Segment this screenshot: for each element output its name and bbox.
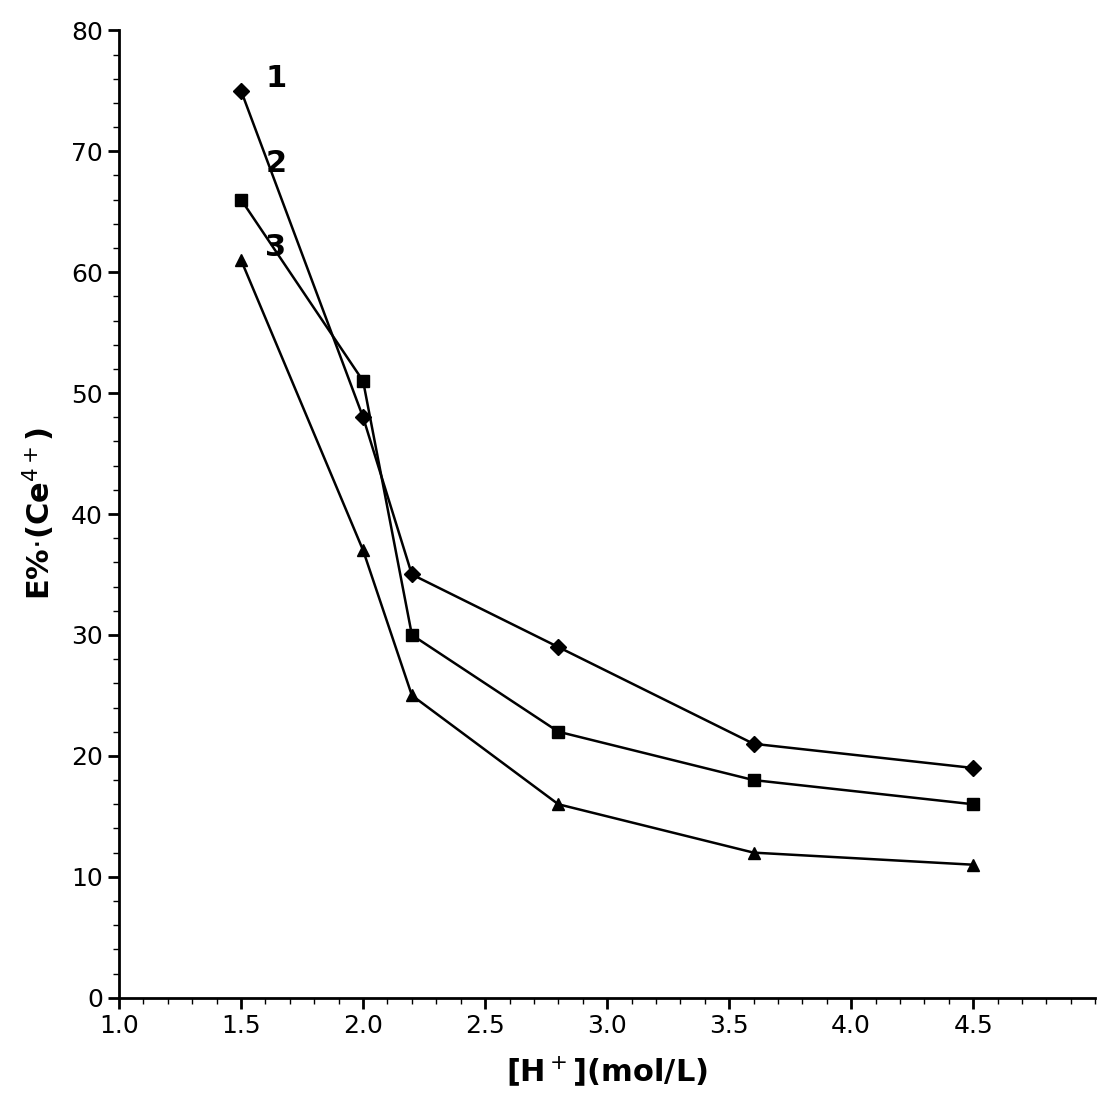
Text: 2: 2 [266, 149, 287, 177]
Text: 3: 3 [266, 234, 287, 263]
Text: 1: 1 [266, 64, 287, 93]
X-axis label: [H$^+$](mol/L): [H$^+$](mol/L) [507, 1055, 708, 1088]
Y-axis label: E%$\cdot$(Ce$^{4+}$): E%$\cdot$(Ce$^{4+}$) [21, 428, 57, 600]
